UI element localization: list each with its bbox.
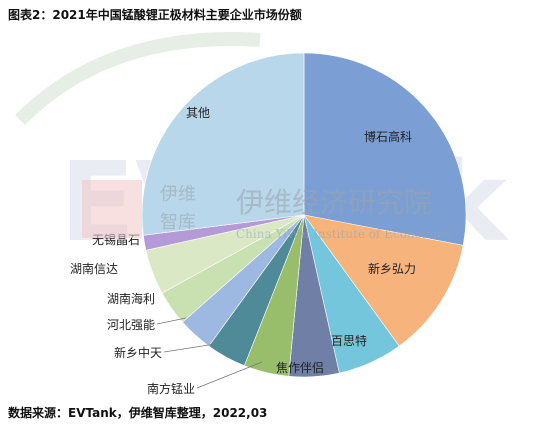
leader-lines [156,317,301,389]
data-source-note: 数据来源：EVTank，伊维智库整理，2022,03 [8,406,268,420]
slice-label: 湖南海利 [107,291,155,306]
watermark-cn-short-top: 伊维 [160,184,196,205]
slice-label: 百思特 [331,333,367,348]
pie-slice [303,214,464,347]
leader-line [196,361,263,389]
watermark-cn-short-bottom: 智库 [160,212,196,233]
slice-label: 河北强能 [107,318,155,332]
watermark-emblem [82,180,142,238]
watermark-overlay: 伊维 智库 伊维经济研究院 China YiWei Institute of E… [82,180,450,241]
watermark-cn-long: 伊维经济研究院 [236,186,432,219]
slice-label: 其他 [186,106,210,120]
pie-slice [303,52,467,246]
pie-slice [141,52,305,236]
slice-label: 湖南信达 [70,261,118,276]
leader-line [156,317,187,325]
slice-label: 焦作伴侣 [276,360,324,375]
chart-title: 图表2：2021年中国锰酸锂正极材料主要企业市场份额 [8,8,302,22]
slice-label: 新乡中天 [114,345,162,360]
slice-label: 博石高科 [364,129,412,144]
watermark-en: China YiWei Institute of Economics [236,227,450,241]
watermark-swoosh [15,32,261,125]
pie-slices [141,52,467,378]
slice-label: 新乡弘力 [368,261,416,276]
slice-labels: 博石高科新乡弘力百思特焦作伴侣南方锰业新乡中天河北强能湖南海利湖南信达无锡晶石其… [70,106,416,396]
leader-line [163,341,229,353]
slice-label: 南方锰业 [147,381,195,396]
